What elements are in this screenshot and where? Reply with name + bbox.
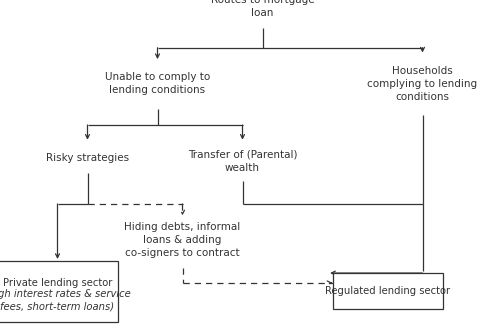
Text: Risky strategies: Risky strategies [46, 153, 129, 163]
Text: fees, short-term loans): fees, short-term loans) [0, 302, 114, 312]
Text: (high interest rates & service: (high interest rates & service [0, 290, 130, 299]
FancyBboxPatch shape [332, 273, 442, 309]
FancyBboxPatch shape [0, 261, 118, 322]
Text: Routes to mortgage
loan: Routes to mortgage loan [210, 0, 314, 18]
Text: Transfer of (Parental)
wealth: Transfer of (Parental) wealth [188, 150, 297, 173]
Text: Hiding debts, informal
loans & adding
co-signers to contract: Hiding debts, informal loans & adding co… [124, 222, 240, 258]
Text: Regulated lending sector: Regulated lending sector [325, 286, 450, 296]
Text: Unable to comply to
lending conditions: Unable to comply to lending conditions [105, 72, 210, 95]
Text: Households
complying to lending
conditions: Households complying to lending conditio… [368, 66, 478, 102]
Text: Private lending sector: Private lending sector [3, 278, 112, 288]
